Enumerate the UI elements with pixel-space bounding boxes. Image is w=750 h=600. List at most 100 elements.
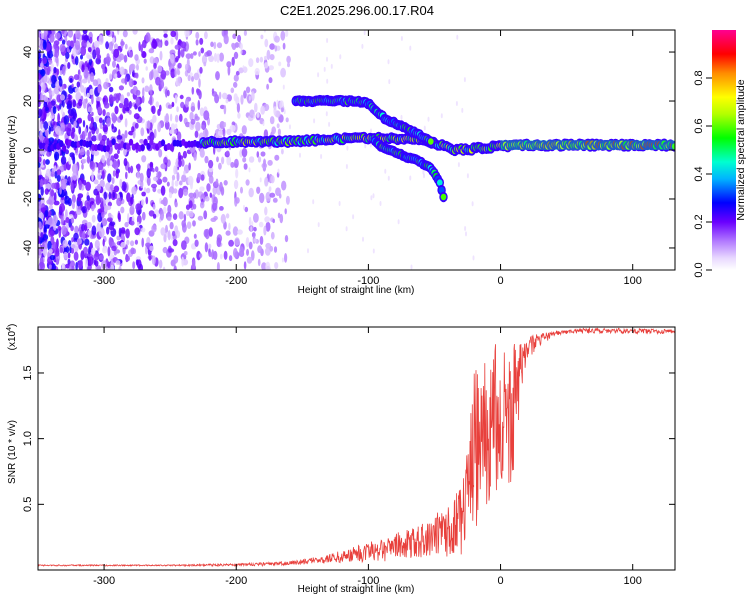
- noise-speck: [210, 217, 217, 222]
- noise-speck: [123, 147, 127, 156]
- noise-speck: [269, 192, 276, 198]
- noise-speck: [125, 171, 128, 180]
- noise-speck: [67, 252, 71, 259]
- noise-speck: [122, 248, 126, 255]
- x-tick-label: 100: [624, 275, 642, 287]
- noise-speck: [72, 99, 77, 108]
- carrier-noise-blob: [149, 138, 154, 146]
- noise-speck: [208, 55, 215, 63]
- noise-speck: [203, 110, 210, 121]
- noise-speck: [62, 99, 65, 108]
- noise-speck: [81, 78, 88, 84]
- noise-speck: [157, 188, 162, 194]
- noise-speck: [74, 225, 79, 235]
- noise-speck: [91, 225, 97, 236]
- noise-speck: [142, 87, 145, 98]
- noise-speck: [141, 191, 146, 197]
- noise-speck: [188, 200, 193, 209]
- noise-speck: [81, 163, 84, 170]
- noise-speck: [232, 33, 237, 40]
- colorbar-tick-label: 0.4: [693, 166, 705, 181]
- noise-speck: [242, 156, 247, 163]
- colorbar: [712, 30, 736, 270]
- noise-speck: [113, 153, 119, 160]
- noise-speck: [78, 117, 83, 124]
- noise-speck: [320, 154, 323, 159]
- noise-speck: [132, 261, 136, 270]
- noise-speck: [69, 78, 73, 83]
- noise-speck: [194, 116, 200, 121]
- lower-branch-mark: [437, 179, 443, 186]
- noise-speck: [70, 182, 74, 191]
- noise-speck: [118, 227, 122, 238]
- noise-speck: [91, 94, 94, 105]
- noise-speck: [78, 180, 82, 191]
- noise-speck: [124, 76, 128, 86]
- noise-speck: [283, 109, 286, 115]
- noise-speck: [137, 106, 142, 112]
- noise-speck: [284, 253, 288, 263]
- noise-speck: [81, 223, 85, 232]
- noise-speck: [195, 31, 200, 40]
- carrier-noise-blob: [111, 138, 116, 146]
- noise-speck: [188, 210, 194, 218]
- noise-speck: [173, 165, 177, 175]
- noise-speck: [254, 102, 258, 113]
- noise-speck: [471, 201, 474, 207]
- noise-speck: [106, 117, 111, 127]
- noise-speck: [147, 120, 151, 130]
- noise-speck: [206, 183, 211, 192]
- noise-speck: [179, 94, 184, 100]
- noise-speck: [240, 186, 243, 194]
- noise-speck: [122, 104, 126, 114]
- noise-speck: [149, 71, 153, 81]
- noise-speck: [102, 119, 105, 126]
- noise-speck: [190, 53, 194, 59]
- noise-speck: [38, 37, 41, 47]
- noise-speck: [141, 227, 146, 233]
- noise-speck: [466, 173, 469, 179]
- noise-speck: [281, 257, 284, 263]
- noise-speck: [225, 213, 230, 219]
- noise-speck: [101, 170, 105, 180]
- noise-speck: [270, 175, 275, 184]
- noise-speck: [61, 84, 65, 90]
- noise-speck: [245, 86, 251, 94]
- noise-speck: [284, 208, 287, 215]
- noise-speck: [273, 246, 278, 253]
- noise-speck: [87, 54, 93, 60]
- noise-speck: [160, 227, 166, 236]
- noise-speck: [352, 214, 355, 220]
- noise-speck: [180, 101, 185, 109]
- noise-speck: [96, 222, 101, 232]
- noise-speck: [274, 262, 279, 269]
- noise-speck: [40, 51, 44, 58]
- noise-speck: [84, 224, 87, 232]
- noise-speck: [188, 192, 195, 198]
- noise-speck: [66, 103, 73, 110]
- noise-speck: [38, 221, 42, 229]
- noise-speck: [119, 66, 125, 76]
- noise-speck: [163, 233, 167, 243]
- noise-speck: [317, 72, 320, 78]
- noise-speck: [124, 43, 128, 50]
- noise-speck: [53, 42, 57, 50]
- noise-speck: [157, 65, 162, 73]
- noise-speck: [282, 84, 285, 90]
- noise-speck: [87, 47, 92, 53]
- x-tick-label: -200: [225, 275, 247, 287]
- noise-speck: [130, 165, 134, 174]
- noise-speck: [168, 192, 173, 199]
- noise-speck: [155, 101, 159, 108]
- noise-speck: [166, 181, 170, 187]
- noise-speck: [87, 113, 92, 122]
- x-tick-label: -300: [93, 275, 115, 287]
- y-tick-label: 1.0: [22, 431, 34, 446]
- noise-speck: [299, 152, 301, 158]
- noise-speck: [269, 54, 275, 61]
- noise-speck: [271, 126, 277, 135]
- noise-speck: [137, 221, 140, 227]
- noise-speck: [107, 246, 111, 257]
- noise-speck: [102, 124, 109, 133]
- noise-speck: [139, 172, 144, 183]
